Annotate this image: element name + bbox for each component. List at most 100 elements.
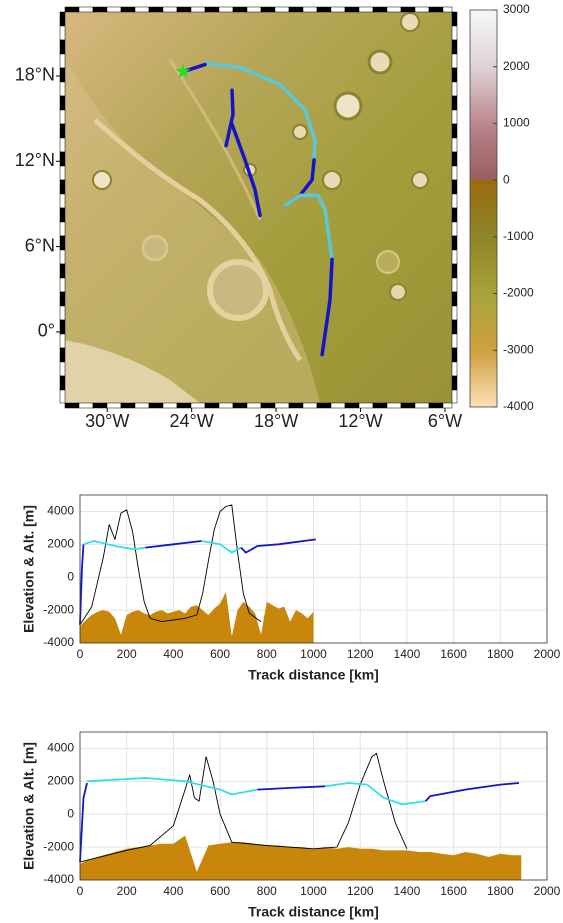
x-tick-label: 1800 — [487, 647, 514, 661]
x-tick-label: 2000 — [534, 884, 561, 898]
frame-segment — [219, 7, 233, 12]
x-tick-label: 1600 — [440, 884, 467, 898]
frame-segment — [60, 208, 65, 222]
frame-segment — [452, 180, 457, 194]
colorbar-tick-label: -4000 — [503, 399, 534, 413]
frame-segment — [429, 7, 443, 12]
colorbar-tick-label: 1000 — [503, 116, 530, 130]
crater — [369, 51, 391, 73]
crater — [323, 171, 341, 189]
frame-segment — [452, 96, 457, 110]
x-tick-label: 18°W — [254, 411, 298, 431]
frame-segment — [60, 250, 65, 264]
frame-segment — [60, 278, 65, 292]
x-tick-label: 1400 — [394, 647, 421, 661]
frame-segment — [163, 403, 177, 408]
frame-segment — [452, 26, 457, 40]
x-tick-label: 200 — [117, 647, 137, 661]
page: 30°W24°W18°W12°W6°W18°N12°N6°N0°30002000… — [0, 0, 563, 923]
frame-segment — [275, 7, 289, 12]
colorbar-tick-label: -3000 — [503, 342, 534, 356]
frame-segment — [452, 222, 457, 236]
frame-segment — [60, 54, 65, 68]
frame-segment — [373, 7, 387, 12]
frame-segment — [107, 7, 121, 12]
frame-segment — [452, 320, 457, 334]
frame-segment — [359, 403, 373, 408]
x-tick-label: 1400 — [394, 884, 421, 898]
frame-segment — [317, 403, 331, 408]
y-axis-label: Elevation & Alt. [m] — [21, 505, 37, 633]
frame-segment — [452, 68, 457, 82]
frame-segment — [443, 7, 452, 12]
frame-segment — [387, 403, 401, 408]
frame-segment — [60, 68, 65, 82]
frame-segment — [331, 7, 345, 12]
y-tick-label: 6°N — [25, 235, 55, 255]
frame-segment — [205, 403, 219, 408]
x-tick-label: 0 — [77, 647, 84, 661]
frame-segment — [261, 7, 275, 12]
frame-segment — [191, 403, 205, 408]
frame-segment — [345, 7, 359, 12]
frame-segment — [60, 292, 65, 306]
y-tick-label: 12°N — [15, 150, 55, 170]
frame-segment — [452, 278, 457, 292]
y-tick-label: 2000 — [47, 774, 74, 788]
frame-segment — [60, 152, 65, 166]
colorbar-tick-label: 0 — [503, 172, 510, 186]
frame-segment — [452, 348, 457, 362]
frame-segment — [60, 264, 65, 278]
frame-segment — [135, 403, 149, 408]
frame-segment — [205, 7, 219, 12]
frame-segment — [60, 124, 65, 138]
frame-segment — [452, 208, 457, 222]
x-tick-label: 1200 — [347, 647, 374, 661]
frame-segment — [60, 376, 65, 390]
colorbar-tick-label: 2000 — [503, 59, 530, 73]
x-tick-label: 2000 — [534, 647, 561, 661]
y-axis-label: Elevation & Alt. [m] — [21, 742, 37, 870]
frame-segment — [60, 362, 65, 376]
x-tick-label: 800 — [257, 647, 277, 661]
frame-segment — [247, 7, 261, 12]
y-tick-label: -4000 — [43, 635, 74, 649]
frame-segment — [452, 334, 457, 348]
frame-segment — [93, 403, 107, 408]
frame-segment — [121, 403, 135, 408]
x-tick-label: 600 — [210, 884, 230, 898]
frame-segment — [60, 110, 65, 124]
colorbar-tick-label: -1000 — [503, 229, 534, 243]
frame-segment — [452, 40, 457, 54]
colorbar — [470, 10, 497, 407]
crater — [335, 93, 361, 119]
x-tick-label: 600 — [210, 647, 230, 661]
colorbar-tick-label: -2000 — [503, 286, 534, 300]
y-tick-label: 18°N — [15, 65, 55, 85]
frame-segment — [345, 403, 359, 408]
frame-segment — [60, 82, 65, 96]
crater — [293, 125, 307, 139]
frame-segment — [317, 7, 331, 12]
frame-segment — [452, 138, 457, 152]
frame-segment — [452, 110, 457, 124]
y-tick-label: 0 — [67, 806, 74, 820]
frame-segment — [401, 7, 415, 12]
frame-segment — [219, 403, 233, 408]
crater — [390, 284, 406, 300]
frame-segment — [289, 7, 303, 12]
frame-segment — [452, 152, 457, 166]
frame-segment — [452, 124, 457, 138]
crater — [143, 236, 167, 260]
frame-segment — [452, 390, 457, 403]
crater — [377, 251, 399, 273]
frame-segment — [452, 376, 457, 390]
frame-segment — [177, 7, 191, 12]
frame-segment — [233, 7, 247, 12]
frame-segment — [177, 403, 191, 408]
frame-segment — [60, 40, 65, 54]
frame-segment — [303, 7, 317, 12]
frame-segment — [60, 26, 65, 40]
crater — [93, 171, 111, 189]
crater — [401, 13, 419, 31]
